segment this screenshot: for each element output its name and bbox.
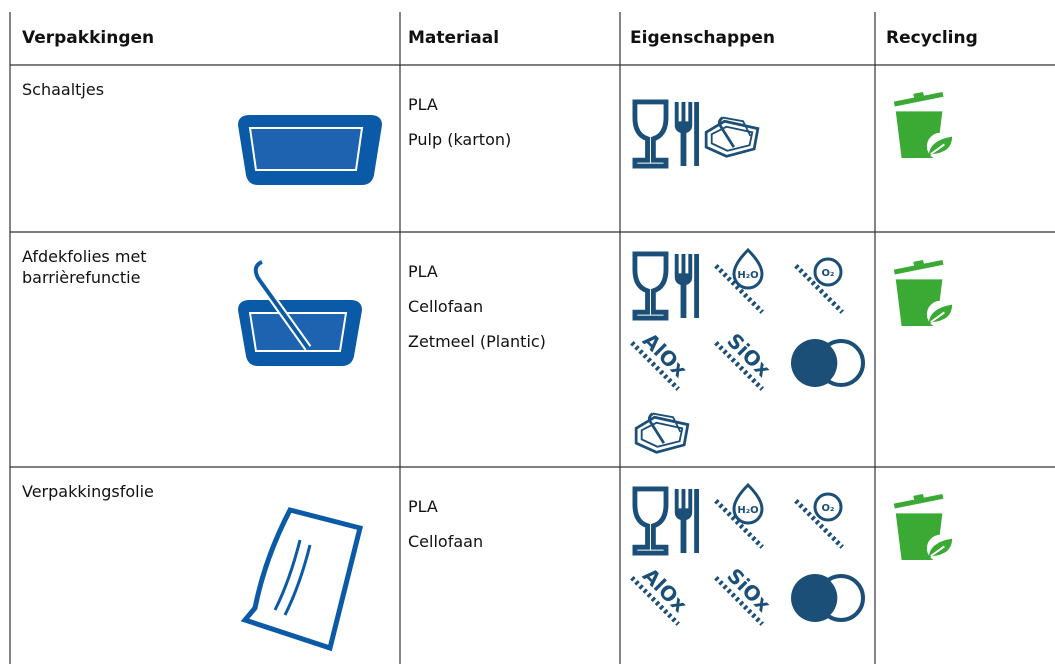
property-icons: H₂O O₂ AlOx SiOx H₂O O₂ <box>632 102 865 624</box>
header-cell: Recycling <box>886 28 978 48</box>
material: PLA <box>408 95 438 114</box>
material: Cellofaan <box>408 532 484 551</box>
material: Cellofaan <box>408 297 484 316</box>
header-cell: Materiaal <box>408 28 500 48</box>
material: Pulp (karton) <box>408 130 512 149</box>
bag-picture <box>240 507 364 652</box>
material: PLA <box>408 497 438 516</box>
package-name: Schaaltjes <box>22 80 105 99</box>
overlap-icon <box>791 574 865 622</box>
header-cell: Eigenschappen <box>630 28 775 48</box>
alox-icon: AlOx <box>632 563 692 624</box>
package-name: Verpakkingsfolie <box>22 482 154 501</box>
tray-film-picture <box>237 258 363 366</box>
alox-icon: AlOx <box>632 328 692 389</box>
siox-icon: SiOx <box>716 563 776 624</box>
overlap-icon <box>791 339 865 387</box>
siox-icon: SiOx <box>716 328 776 389</box>
package-name: Afdekfolies met barrièrefunctie <box>22 247 147 287</box>
oxygen-barrier-icon: O₂ <box>796 492 842 547</box>
tray-picture <box>237 115 383 185</box>
oxygen-barrier-icon: O₂ <box>796 257 842 312</box>
material: PLA <box>408 262 438 281</box>
header-cell: Verpakkingen <box>22 28 155 48</box>
grid-lines <box>9 12 1055 664</box>
icon-text: H₂O <box>737 270 758 281</box>
water-barrier-icon: H₂O <box>716 247 762 312</box>
material: Zetmeel (Plantic) <box>408 332 546 351</box>
icon-text: O₂ <box>822 268 835 279</box>
water-barrier-icon: H₂O <box>716 482 762 547</box>
icon-text: O₂ <box>822 503 835 514</box>
recycling-icons <box>892 90 956 562</box>
icon-text: H₂O <box>737 505 758 516</box>
